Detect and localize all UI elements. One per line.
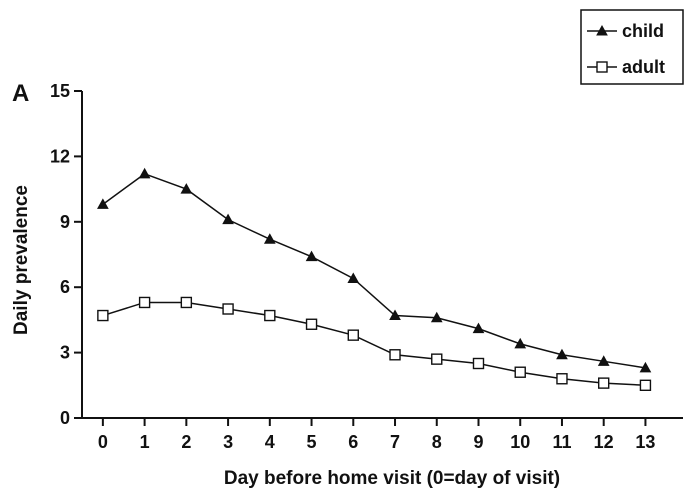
data-point-adult xyxy=(347,329,359,341)
x-tick-label: 6 xyxy=(348,432,358,452)
y-axis-title: Daily prevalence xyxy=(11,185,32,335)
data-point-child xyxy=(347,272,360,283)
series-child xyxy=(97,167,652,373)
legend-item-child: child xyxy=(587,21,664,41)
x-tick-label: 3 xyxy=(223,432,233,452)
y-tick-label: 0 xyxy=(60,408,70,428)
x-tick-label: 8 xyxy=(432,432,442,452)
x-tick-label: 10 xyxy=(510,432,530,452)
x-tick-label: 4 xyxy=(265,432,275,452)
data-point-adult xyxy=(598,377,610,389)
panel-label: A xyxy=(12,80,29,107)
y-tick-label: 9 xyxy=(60,212,70,232)
data-point-child xyxy=(556,348,568,360)
data-point-child xyxy=(639,361,652,373)
series-adult xyxy=(97,296,652,391)
x-tick-label: 2 xyxy=(181,432,191,452)
x-tick-label: 11 xyxy=(552,432,571,452)
data-point-adult xyxy=(556,373,568,385)
legend-item-adult: adult xyxy=(587,57,665,77)
data-point-child xyxy=(389,309,401,321)
series-line-child xyxy=(102,172,646,369)
data-point-adult xyxy=(639,379,652,391)
data-point-adult xyxy=(97,309,109,322)
data-point-adult xyxy=(431,353,443,365)
legend-marker-child xyxy=(596,24,608,36)
y-tick-label: 6 xyxy=(60,277,70,297)
x-tick-label: 0 xyxy=(98,432,108,452)
data-point-adult xyxy=(389,349,401,361)
data-point-child xyxy=(305,250,318,262)
data-point-adult xyxy=(305,318,318,330)
x-axis-title: Day before home visit (0=day of visit) xyxy=(224,468,560,489)
legend-label-adult: adult xyxy=(622,57,665,77)
data-point-child xyxy=(514,337,527,349)
data-point-adult xyxy=(138,296,151,309)
data-point-adult xyxy=(514,366,526,378)
y-tick-label: 15 xyxy=(50,81,70,101)
data-point-child xyxy=(430,311,443,323)
series-line-adult xyxy=(102,301,646,387)
x-tick-label: 1 xyxy=(140,432,150,452)
data-point-child xyxy=(138,167,151,179)
data-point-child xyxy=(97,198,109,209)
legend-marker-adult xyxy=(596,61,608,73)
legend-label-child: child xyxy=(622,21,664,41)
data-point-adult xyxy=(222,303,234,315)
x-tick-label: 12 xyxy=(594,432,614,452)
data-point-adult xyxy=(264,309,276,322)
data-point-child xyxy=(597,355,610,366)
data-point-adult xyxy=(180,296,193,309)
legend: child adult xyxy=(580,9,684,85)
x-tick-label: 9 xyxy=(473,432,483,452)
data-point-adult xyxy=(472,357,485,370)
x-tick-label: 7 xyxy=(390,432,400,452)
data-point-child xyxy=(472,322,485,334)
x-tick-label: 13 xyxy=(635,432,655,452)
series-layer xyxy=(97,167,652,391)
data-point-child xyxy=(180,183,193,194)
y-tick-label: 3 xyxy=(60,343,70,363)
data-point-child xyxy=(263,233,276,244)
y-tick-label: 12 xyxy=(50,146,70,166)
x-tick-label: 5 xyxy=(307,432,317,452)
data-point-child xyxy=(222,213,234,225)
